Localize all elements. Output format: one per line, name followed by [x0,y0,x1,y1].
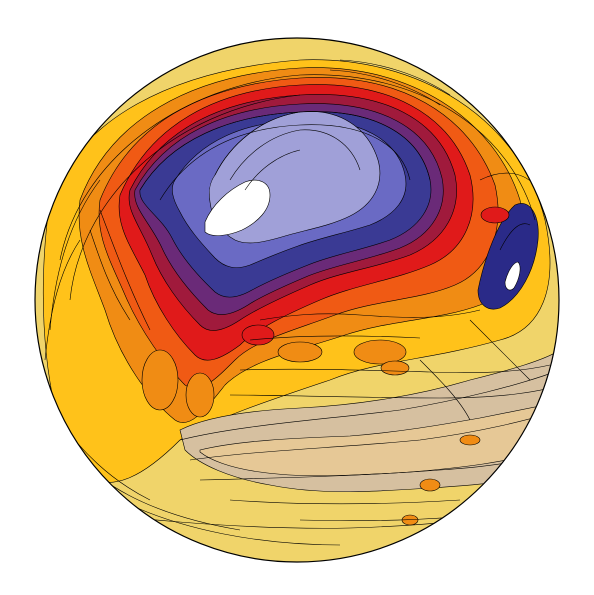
patch-orange-7 [419,478,441,492]
patch-orange-6 [459,434,481,446]
patch-orange-5 [185,372,215,418]
patch-orange-8 [401,514,419,526]
patch-red-1 [241,324,275,346]
field-east-cold-spot [477,203,539,310]
patch-orange-3 [380,360,410,376]
patch-orange-2 [353,339,407,365]
patch-red-2 [480,206,510,224]
contour-lines [44,59,559,546]
patch-orange-1 [277,341,323,363]
patch-orange-4 [141,349,179,411]
globe-outline [34,37,560,563]
field-polar-core [204,179,271,236]
field-east-cold-core [504,261,521,291]
